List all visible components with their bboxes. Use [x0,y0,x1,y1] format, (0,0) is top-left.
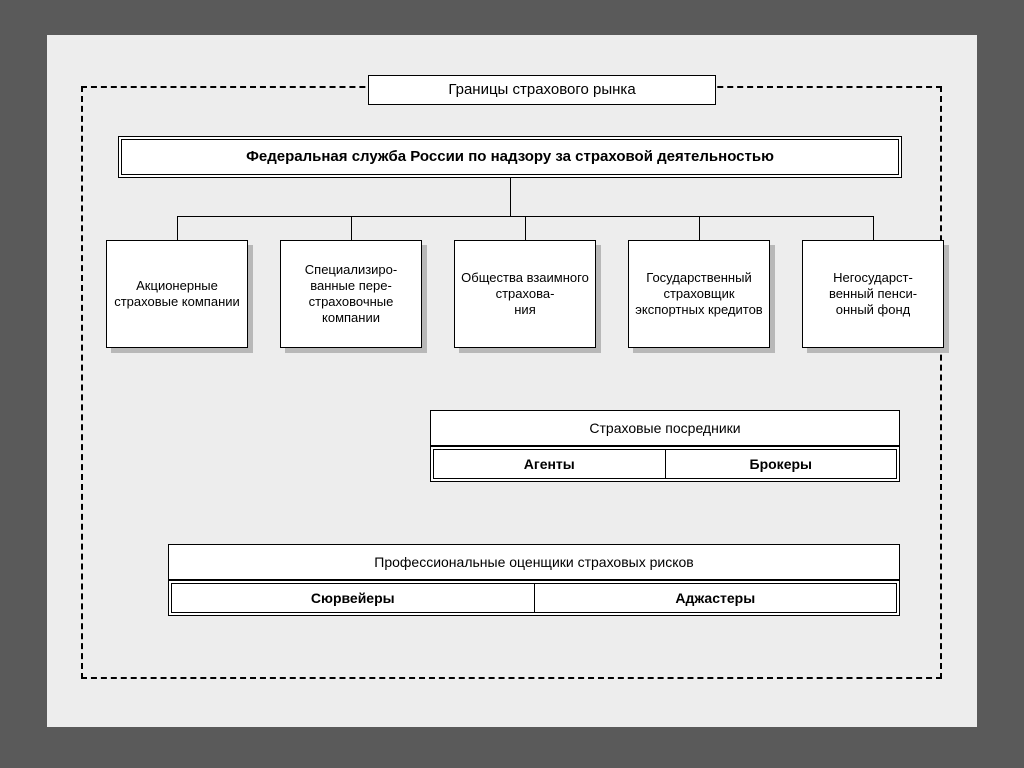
connector-leaf-2 [525,216,526,240]
assessors-cell-adjusters: Аджастеры [535,584,897,612]
connector-leaf-4 [873,216,874,240]
assessors-title-box: Профессиональные оценщики страховых риск… [168,544,900,580]
intermediaries-cell-brokers: Брокеры [666,450,897,478]
assessors-row: Сюрвейеры Аджастеры [171,583,897,613]
leaf-box-3: Государственный страховщик экспортных кр… [628,240,770,348]
intermediaries-row: Агенты Брокеры [433,449,897,479]
diagram-canvas: Границы страхового рынка Федеральная слу… [0,0,1024,768]
leaf-box-2: Общества взаимного страхова- ния [454,240,596,348]
connector-leaf-1 [351,216,352,240]
intermediaries-brokers-label: Брокеры [750,456,812,472]
diagram-title-box: Границы страхового рынка [368,75,716,105]
assessors-title: Профессиональные оценщики страховых риск… [374,554,693,570]
intermediaries-cell-agents: Агенты [434,450,666,478]
diagram-title: Границы страхового рынка [448,81,635,99]
federal-service-box: Федеральная служба России по надзору за … [121,139,899,175]
leaf-box-0: Акционерные страховые компании [106,240,248,348]
leaf-box-4: Негосударст- венный пенси- онный фонд [802,240,944,348]
federal-service-label: Федеральная служба России по надзору за … [246,148,774,166]
assessors-adjusters-label: Аджастеры [675,590,755,606]
assessors-surveyors-label: Сюрвейеры [311,590,395,606]
assessors-cell-surveyors: Сюрвейеры [172,584,535,612]
leaf-box-1: Специализиро- ванные пере- страховочные … [280,240,422,348]
connector-root-stub [510,178,511,216]
connector-leaf-0 [177,216,178,240]
connector-leaf-3 [699,216,700,240]
intermediaries-agents-label: Агенты [524,456,575,472]
intermediaries-title-box: Страховые посредники [430,410,900,446]
intermediaries-title: Страховые посредники [589,420,740,436]
